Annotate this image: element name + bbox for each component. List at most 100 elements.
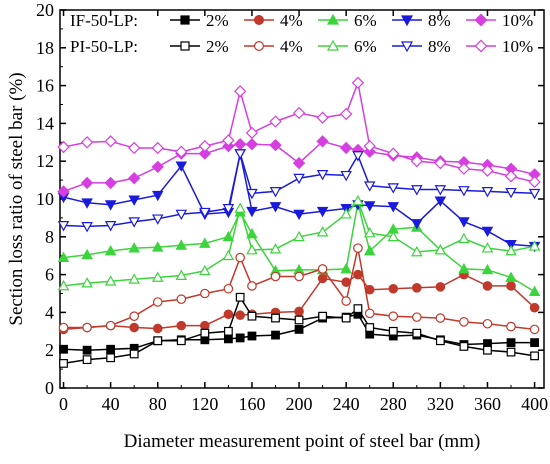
data-point bbox=[80, 176, 94, 190]
data-point bbox=[175, 145, 188, 158]
data-point bbox=[235, 252, 245, 263]
data-point bbox=[528, 175, 541, 189]
data-point bbox=[82, 355, 92, 365]
data-point bbox=[530, 351, 539, 361]
data-point bbox=[247, 331, 257, 341]
data-point bbox=[481, 242, 494, 253]
data-point bbox=[341, 313, 351, 323]
data-point bbox=[246, 244, 258, 255]
data-point bbox=[294, 306, 304, 317]
legend-entry-label: 4% bbox=[280, 37, 303, 56]
data-point bbox=[353, 304, 363, 314]
data-point bbox=[434, 185, 447, 196]
data-point bbox=[106, 353, 116, 363]
data-point bbox=[128, 172, 141, 185]
data-point bbox=[104, 135, 117, 148]
data-point bbox=[57, 221, 70, 232]
data-point bbox=[57, 140, 70, 154]
series-pi-50-lp-10pct bbox=[57, 76, 541, 189]
data-point bbox=[293, 209, 305, 221]
x-tick-label: 160 bbox=[238, 394, 265, 414]
data-point bbox=[59, 344, 68, 354]
data-point bbox=[269, 115, 282, 128]
data-point bbox=[128, 242, 140, 253]
y-axis-ticks: 0 2 4 6 8 10 12 14 16 18 20 bbox=[36, 0, 544, 398]
data-point bbox=[387, 202, 400, 213]
data-point bbox=[153, 336, 163, 346]
data-point bbox=[176, 320, 187, 331]
x-tick-label: 280 bbox=[380, 394, 407, 414]
data-point bbox=[222, 204, 235, 215]
x-tick-label: 240 bbox=[333, 394, 360, 414]
x-axis-label: Diameter measurement point of steel bar … bbox=[124, 431, 481, 452]
data-point bbox=[458, 186, 470, 197]
data-point bbox=[388, 326, 398, 336]
data-point bbox=[434, 156, 447, 170]
data-point bbox=[363, 227, 376, 238]
data-point bbox=[271, 313, 280, 323]
data-point bbox=[481, 164, 494, 177]
data-point bbox=[235, 292, 245, 302]
data-point bbox=[352, 151, 364, 162]
data-point bbox=[175, 161, 188, 172]
series-pi-50-lp-4pct bbox=[58, 243, 540, 335]
legend-swatch-marker bbox=[400, 41, 414, 53]
data-point bbox=[104, 176, 117, 190]
data-point bbox=[410, 155, 423, 168]
y-tick-label: 8 bbox=[45, 227, 54, 247]
data-point bbox=[176, 336, 186, 346]
data-point bbox=[82, 345, 92, 355]
data-point bbox=[200, 288, 210, 299]
data-point bbox=[269, 138, 282, 152]
data-point bbox=[505, 244, 517, 256]
data-point bbox=[435, 336, 445, 346]
series-pi-50-lp-6pct bbox=[57, 194, 541, 291]
data-point bbox=[81, 248, 93, 260]
legend-swatch-marker bbox=[400, 15, 414, 27]
data-point bbox=[81, 198, 93, 209]
y-tick-label: 16 bbox=[36, 76, 54, 96]
data-point bbox=[317, 264, 328, 274]
data-point bbox=[388, 311, 399, 321]
data-point bbox=[483, 345, 492, 355]
data-point bbox=[57, 185, 70, 198]
data-point bbox=[292, 156, 306, 170]
data-point bbox=[482, 318, 493, 329]
legend-swatch-marker bbox=[474, 39, 488, 53]
data-point bbox=[223, 326, 233, 336]
data-point bbox=[412, 328, 422, 338]
x-tick-label: 320 bbox=[427, 394, 454, 414]
data-point bbox=[234, 149, 246, 160]
data-point bbox=[294, 315, 304, 325]
data-point bbox=[269, 187, 282, 198]
x-tick-label: 40 bbox=[102, 394, 120, 414]
data-point bbox=[457, 162, 471, 175]
data-point bbox=[387, 230, 400, 242]
legend-entry-label: 6% bbox=[354, 11, 377, 30]
data-point bbox=[200, 320, 210, 331]
data-point bbox=[292, 106, 306, 120]
y-tick-label: 4 bbox=[45, 302, 54, 322]
data-point bbox=[387, 183, 400, 194]
data-point bbox=[458, 232, 470, 244]
data-point bbox=[505, 187, 517, 199]
data-point bbox=[81, 222, 93, 233]
data-point bbox=[104, 200, 117, 211]
data-point bbox=[412, 283, 422, 293]
data-point bbox=[175, 239, 188, 250]
data-point bbox=[353, 269, 363, 280]
data-point bbox=[104, 221, 117, 232]
data-point bbox=[529, 302, 540, 313]
data-point bbox=[458, 217, 470, 228]
data-point bbox=[199, 207, 211, 219]
data-point bbox=[505, 239, 517, 251]
data-point bbox=[411, 245, 423, 257]
data-point bbox=[106, 344, 116, 354]
data-point bbox=[58, 322, 69, 333]
data-point bbox=[353, 243, 363, 253]
data-point bbox=[363, 139, 376, 153]
data-point bbox=[57, 251, 70, 262]
data-point bbox=[59, 359, 68, 368]
data-point bbox=[293, 230, 305, 242]
